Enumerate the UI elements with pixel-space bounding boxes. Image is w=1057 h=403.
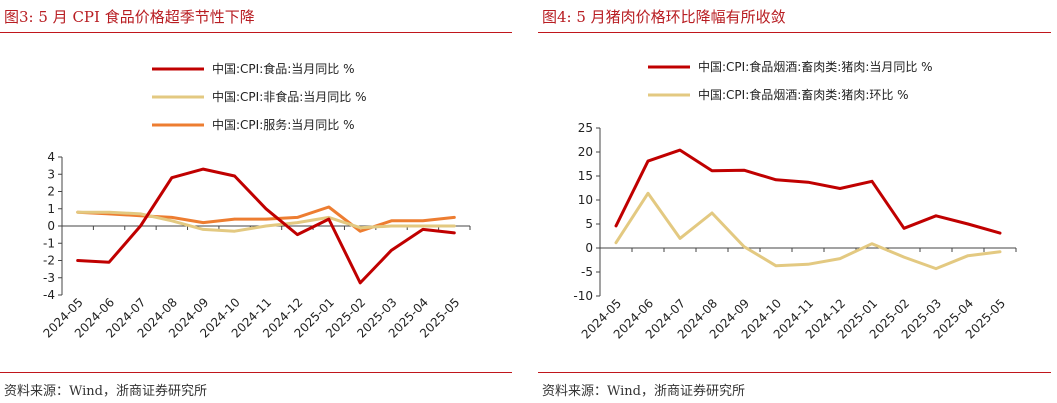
data-point: [264, 224, 268, 228]
data-point: [934, 214, 938, 218]
data-point: [139, 224, 142, 228]
y-tick-label: -2: [43, 254, 55, 268]
data-point: [202, 167, 205, 171]
legend-label: 中国:CPI:食品:当月同比 %: [212, 61, 355, 76]
y-tick-label: -10: [573, 289, 593, 303]
legend-label: 中国:CPI:服务:当月同比 %: [212, 117, 355, 132]
data-point: [358, 281, 362, 285]
data-point: [264, 217, 268, 221]
y-tick-label: -4: [43, 288, 55, 302]
data-point: [614, 241, 618, 244]
data-point: [902, 255, 906, 259]
data-point: [170, 216, 174, 219]
data-point: [998, 250, 1002, 254]
data-point: [870, 180, 874, 183]
data-point: [678, 148, 682, 152]
data-point: [358, 229, 362, 233]
data-point: [998, 231, 1002, 235]
data-point: [806, 263, 810, 266]
data-point: [296, 216, 299, 219]
data-point: [421, 224, 425, 228]
y-tick-label: -3: [43, 271, 55, 285]
data-point: [107, 211, 111, 214]
data-point: [966, 222, 970, 226]
source-rule: [538, 372, 1051, 373]
data-point: [838, 257, 842, 260]
data-point: [170, 176, 174, 179]
title-rule: [538, 32, 1051, 33]
data-point: [966, 254, 970, 257]
y-tick-label: 2: [47, 185, 55, 199]
pork-cpi-chart: 中国:CPI:食品烟酒:畜肉类:猪肉:当月同比 % 中国:CPI:食品烟酒:畜肉类…: [573, 59, 1017, 342]
data-point: [870, 242, 874, 245]
chart-panel-left: 图3: 5 月 CPI 食品价格超季节性下降 中国:CPI:食品:当月同比 % 中…: [0, 0, 518, 403]
source-rule: [0, 372, 512, 373]
y-tick-label: 15: [578, 169, 593, 183]
y-tick-label: 5: [585, 217, 593, 231]
data-point: [678, 237, 682, 240]
data-point: [421, 228, 425, 231]
data-point: [646, 192, 650, 195]
data-point: [107, 261, 111, 264]
series-line: [614, 148, 1002, 235]
chart-title: 图3: 5 月 CPI 食品价格超季节性下降: [4, 8, 255, 26]
y-tick-label: 0: [47, 219, 55, 233]
chart-panel-right: 图4: 5 月猪肉价格环比降幅有所收敛 中国:CPI:食品烟酒:畜肉类:猪肉:当…: [538, 0, 1057, 403]
data-point: [170, 219, 174, 223]
data-point: [233, 174, 236, 178]
y-tick-label: 20: [578, 145, 593, 159]
cpi-food-chart: 中国:CPI:食品:当月同比 % 中国:CPI:非食品:当月同比 % 中国:CPI:…: [40, 61, 471, 341]
data-point: [614, 224, 618, 228]
data-point: [390, 219, 393, 223]
data-point: [742, 245, 746, 248]
data-point: [233, 217, 236, 221]
data-point: [202, 228, 205, 231]
y-tick-label: 4: [47, 150, 55, 164]
data-point: [296, 233, 299, 236]
data-point: [453, 216, 456, 219]
legend-label: 中国:CPI:非食品:当月同比 %: [212, 89, 367, 104]
data-point: [233, 229, 236, 233]
data-point: [710, 211, 714, 215]
y-tick-label: -1: [43, 236, 55, 250]
data-point: [296, 221, 299, 224]
legend-label: 中国:CPI:食品烟酒:畜肉类:猪肉:环比 %: [698, 87, 909, 102]
source-note: 资料来源：Wind，浙商证券研究所: [4, 384, 207, 399]
data-point: [202, 221, 205, 224]
y-tick-label: 25: [578, 121, 593, 135]
legend-label: 中国:CPI:食品烟酒:畜肉类:猪肉:当月同比 %: [698, 59, 933, 74]
y-tick-label: -5: [581, 265, 593, 279]
series-line: [614, 191, 1002, 271]
data-point: [139, 212, 142, 216]
data-point: [358, 226, 362, 229]
data-point: [421, 219, 425, 223]
y-tick-label: 10: [578, 193, 593, 207]
source-note: 资料来源：Wind，浙商证券研究所: [542, 384, 745, 399]
data-point: [76, 211, 79, 214]
data-point: [774, 264, 778, 267]
chart-title: 图4: 5 月猪肉价格环比降幅有所收敛: [542, 8, 786, 26]
data-point: [710, 169, 714, 172]
data-point: [646, 159, 650, 163]
data-point: [453, 231, 456, 235]
data-point: [390, 224, 393, 228]
data-point: [264, 207, 268, 210]
title-rule: [0, 32, 512, 33]
data-point: [327, 205, 330, 209]
data-point: [774, 178, 778, 182]
y-tick-label: 0: [585, 241, 593, 255]
data-point: [742, 169, 746, 172]
data-point: [76, 259, 79, 262]
data-point: [806, 181, 810, 184]
data-point: [934, 267, 938, 270]
data-point: [838, 187, 842, 190]
y-tick-label: 3: [47, 167, 55, 181]
data-point: [902, 227, 906, 230]
data-point: [390, 248, 393, 252]
data-point: [327, 217, 330, 221]
data-point: [453, 224, 456, 228]
y-tick-label: 1: [47, 202, 55, 216]
